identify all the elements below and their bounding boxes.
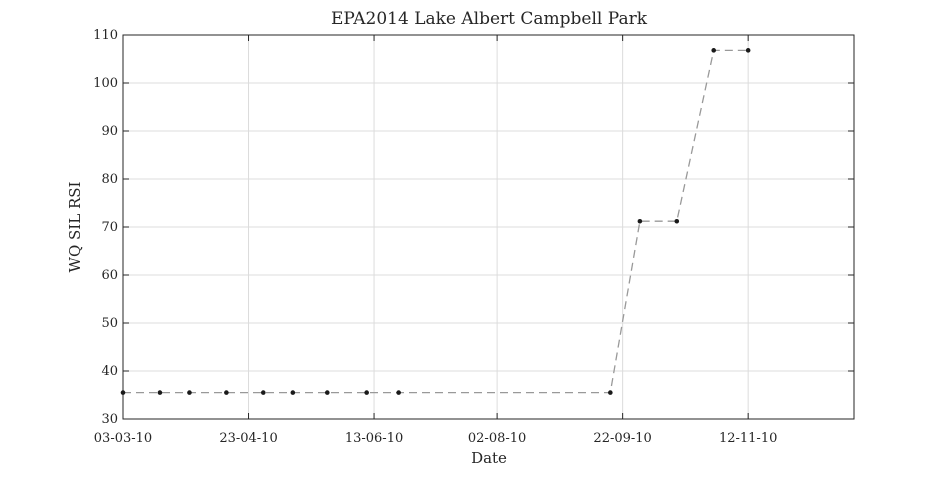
axis-ticks: 30 40 50 60 70 80 90 100 110 03-03-10 23-04-10 13-0… bbox=[93, 28, 854, 446]
data-point bbox=[157, 390, 163, 395]
data-point bbox=[396, 390, 401, 395]
y-tick-label: 30 bbox=[101, 412, 118, 427]
y-tick-label: 60 bbox=[101, 268, 118, 283]
data-point bbox=[745, 48, 751, 53]
data-point bbox=[290, 390, 296, 395]
data-point bbox=[260, 390, 266, 395]
x-tick-label: 23-04-10 bbox=[219, 431, 277, 446]
series bbox=[120, 48, 751, 395]
data-point bbox=[120, 390, 126, 395]
series-line bbox=[123, 49, 749, 394]
data-point bbox=[364, 390, 369, 395]
data-point bbox=[224, 390, 229, 395]
y-tick-label: 100 bbox=[93, 76, 118, 91]
x-tick-label: 13-06-10 bbox=[345, 431, 403, 446]
x-tick-label: 22-09-10 bbox=[593, 431, 651, 446]
y-tick-label: 50 bbox=[101, 316, 118, 331]
x-tick-label: 12-11-10 bbox=[719, 431, 777, 446]
x-tick-label: 02-08-10 bbox=[468, 431, 526, 446]
y-tick-label: 90 bbox=[101, 124, 118, 139]
data-point bbox=[187, 390, 192, 395]
x-tick-label: 03-03-10 bbox=[94, 431, 152, 446]
data-point bbox=[324, 390, 330, 395]
gridlines bbox=[122, 34, 854, 420]
data-point bbox=[637, 218, 643, 224]
data-point bbox=[674, 218, 680, 224]
chart-title: EPA2014 Lake Albert Campbell Park bbox=[331, 9, 648, 29]
y-axis-title: WQ SIL RSI bbox=[66, 181, 84, 272]
data-point bbox=[608, 390, 613, 395]
y-tick-label: 80 bbox=[101, 172, 118, 187]
data-point bbox=[711, 48, 717, 53]
y-tick-label: 70 bbox=[101, 220, 118, 235]
y-tick-label: 110 bbox=[93, 28, 118, 43]
y-tick-label: 40 bbox=[101, 364, 118, 379]
x-axis-title: Date bbox=[471, 449, 507, 467]
